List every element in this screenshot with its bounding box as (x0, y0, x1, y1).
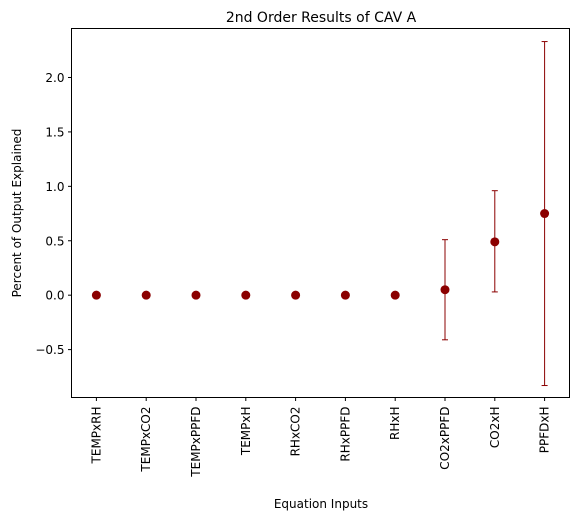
y-axis-label: Percent of Output Explained (10, 129, 24, 298)
y-tick-label: 0.0 (45, 289, 64, 303)
y-tick-label: 0.5 (45, 234, 64, 248)
data-point (390, 290, 400, 300)
data-point (291, 290, 301, 300)
x-tick-label: RHxH (388, 407, 402, 441)
data-point (340, 290, 350, 300)
x-axis-label: Equation Inputs (274, 497, 368, 511)
data-point (141, 290, 151, 300)
x-tick-label: CO2xH (488, 407, 502, 449)
x-tick-label: TEMPxPPFD (189, 407, 203, 478)
y-tick-label: 1.5 (45, 125, 64, 139)
data-point (241, 290, 251, 300)
data-point (440, 285, 450, 295)
data-point (191, 290, 201, 300)
x-tick-label: PPFDxH (538, 407, 552, 454)
x-tick-label: RHxCO2 (289, 407, 303, 457)
data-point (91, 290, 101, 300)
chart-title: 2nd Order Results of CAV A (226, 10, 417, 26)
x-tick-label: TEMPxH (239, 407, 253, 457)
x-tick-label: TEMPxRH (89, 407, 103, 465)
x-tick-label: TEMPxCO2 (139, 407, 153, 473)
data-point (540, 209, 550, 219)
y-tick-label: −0.5 (35, 343, 64, 357)
plot-frame (71, 28, 570, 398)
x-tick-label: CO2xPPFD (438, 407, 452, 470)
y-tick-label: 1.0 (45, 180, 64, 194)
x-tick-label: RHxPPFD (338, 407, 352, 462)
data-point (490, 237, 500, 247)
plot-area: −0.5 0.0 0.5 1.0 1.5 2.0 TEMPxRH TEMPxCO2 TEMPxP… (35, 41, 552, 478)
y-tick-label: 2.0 (45, 71, 64, 85)
